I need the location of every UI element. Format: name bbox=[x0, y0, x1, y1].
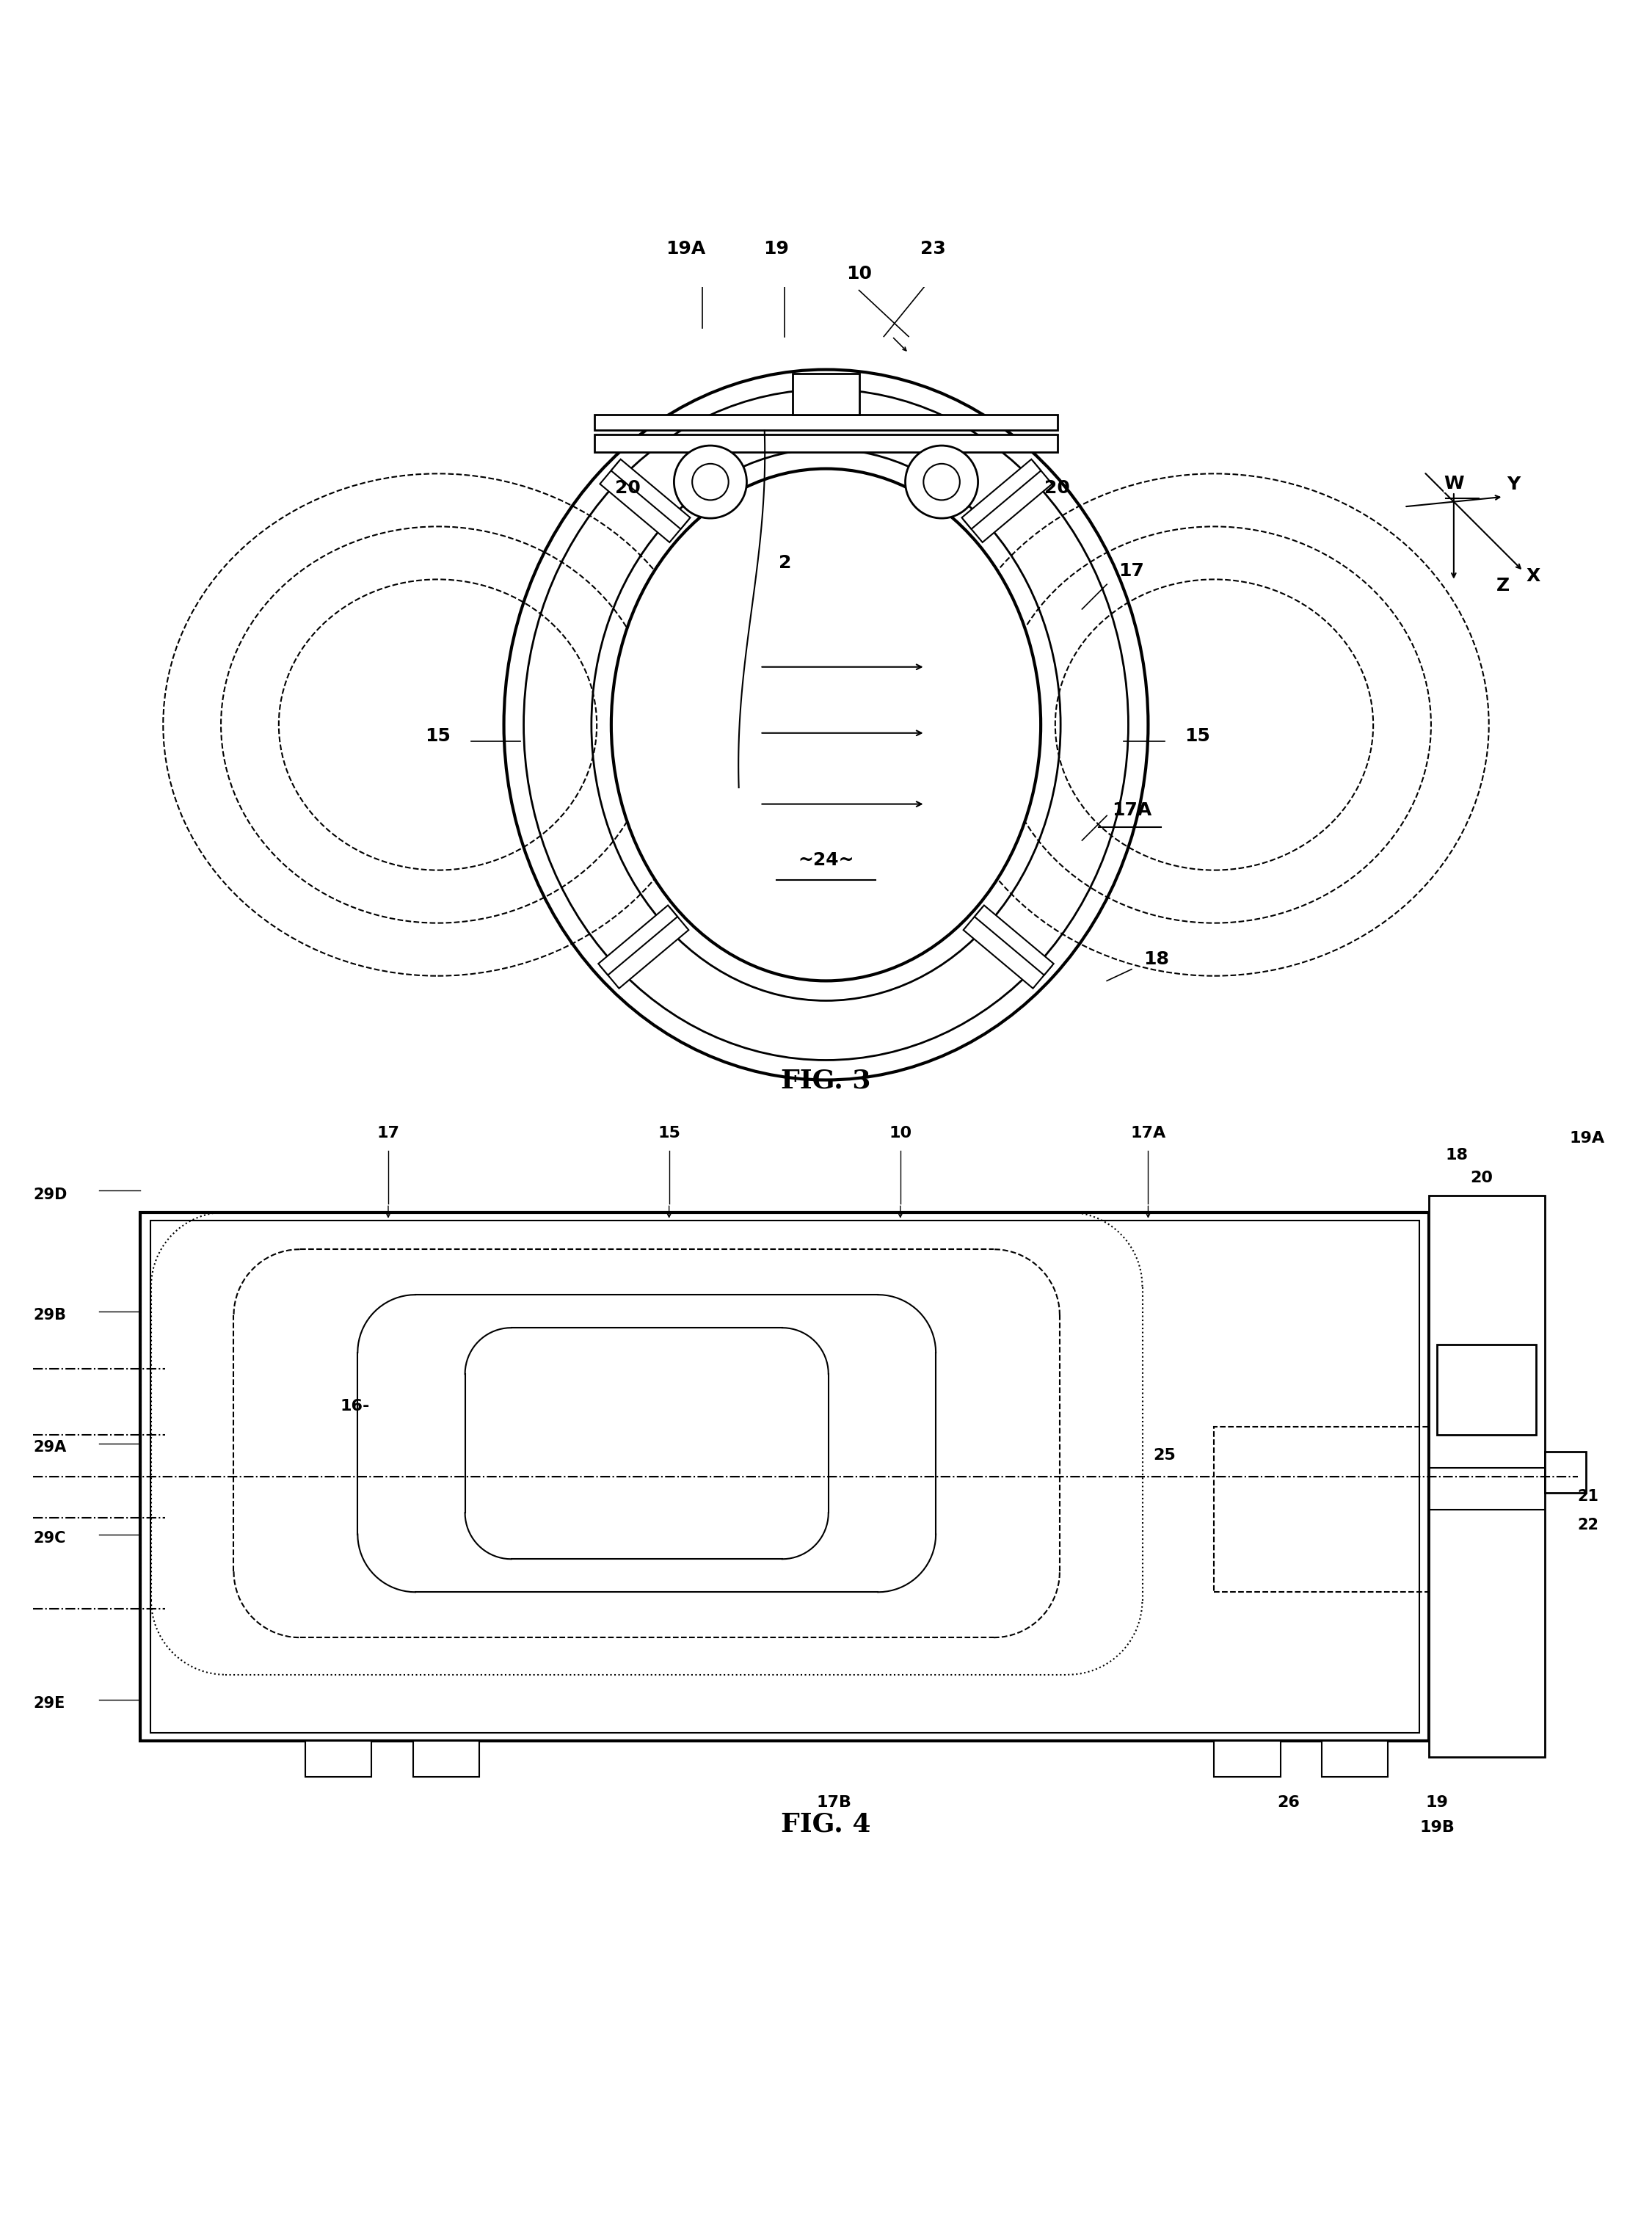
Bar bbox=[793, 374, 859, 414]
Text: FIG. 3: FIG. 3 bbox=[781, 1068, 871, 1093]
Bar bbox=[1322, 1741, 1388, 1776]
Polygon shape bbox=[600, 461, 689, 543]
Polygon shape bbox=[598, 906, 677, 975]
Bar bbox=[140, 1213, 1429, 1741]
Text: 17A: 17A bbox=[1130, 1126, 1166, 1140]
Text: 17: 17 bbox=[1118, 563, 1145, 579]
Bar bbox=[595, 414, 1057, 430]
Text: 17A: 17A bbox=[1112, 801, 1151, 819]
Text: 10: 10 bbox=[846, 265, 872, 283]
Polygon shape bbox=[963, 461, 1052, 543]
Text: 15: 15 bbox=[657, 1126, 681, 1140]
Text: 29A: 29A bbox=[33, 1440, 66, 1454]
Polygon shape bbox=[611, 459, 691, 530]
Text: 20: 20 bbox=[1044, 479, 1070, 496]
Bar bbox=[1429, 1195, 1545, 1756]
Bar bbox=[306, 1741, 372, 1776]
Text: 29C: 29C bbox=[33, 1531, 66, 1545]
Text: X: X bbox=[1526, 568, 1540, 585]
Text: 15: 15 bbox=[1184, 728, 1211, 746]
Bar bbox=[1214, 1427, 1429, 1592]
Text: 20: 20 bbox=[615, 479, 641, 496]
Text: 16-: 16- bbox=[340, 1398, 370, 1414]
Ellipse shape bbox=[611, 470, 1041, 982]
Polygon shape bbox=[975, 906, 1054, 975]
Bar bbox=[595, 434, 1057, 452]
Ellipse shape bbox=[905, 445, 978, 519]
Text: 19: 19 bbox=[1426, 1794, 1449, 1810]
Ellipse shape bbox=[674, 445, 747, 519]
Text: 19B: 19B bbox=[1419, 1821, 1455, 1834]
Text: 15: 15 bbox=[425, 728, 451, 746]
Text: FIG. 4: FIG. 4 bbox=[781, 1812, 871, 1836]
Text: 18: 18 bbox=[1143, 951, 1170, 968]
Bar bbox=[413, 1741, 479, 1776]
Text: 26: 26 bbox=[1277, 1794, 1300, 1810]
Text: 19A: 19A bbox=[666, 240, 705, 258]
Text: Z: Z bbox=[1497, 577, 1510, 594]
Bar bbox=[150, 1220, 1419, 1732]
Text: 20: 20 bbox=[1470, 1171, 1493, 1184]
Polygon shape bbox=[961, 459, 1041, 530]
Text: 21: 21 bbox=[1578, 1489, 1599, 1505]
Text: 29E: 29E bbox=[33, 1696, 64, 1710]
Text: Y: Y bbox=[1507, 476, 1520, 494]
Text: 17: 17 bbox=[377, 1126, 400, 1140]
Bar bbox=[1545, 1451, 1586, 1494]
Text: ~24~: ~24~ bbox=[798, 850, 854, 868]
Text: 10: 10 bbox=[889, 1126, 912, 1140]
Text: 19A: 19A bbox=[1569, 1131, 1604, 1146]
Text: W: W bbox=[1444, 474, 1464, 492]
Text: 19: 19 bbox=[763, 240, 790, 258]
Polygon shape bbox=[963, 908, 1052, 988]
Text: 22: 22 bbox=[1578, 1518, 1599, 1531]
Text: 23: 23 bbox=[920, 240, 947, 258]
Text: 25: 25 bbox=[1153, 1449, 1176, 1462]
Text: 29B: 29B bbox=[33, 1307, 66, 1322]
Polygon shape bbox=[600, 908, 689, 988]
Text: 18: 18 bbox=[1446, 1149, 1469, 1162]
Bar bbox=[1214, 1741, 1280, 1776]
Text: 17B: 17B bbox=[816, 1794, 852, 1810]
Bar bbox=[1437, 1345, 1536, 1436]
Text: 2: 2 bbox=[778, 554, 791, 572]
Text: 29D: 29D bbox=[33, 1186, 68, 1202]
